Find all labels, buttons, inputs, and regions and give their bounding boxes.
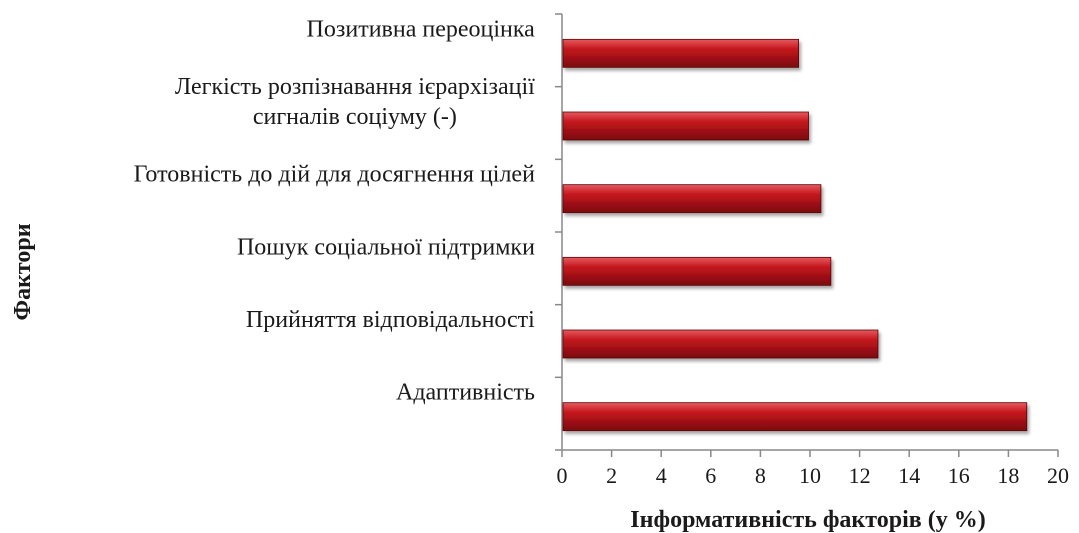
x-tick-label: 6 <box>705 463 716 488</box>
x-tick-label: 2 <box>606 463 617 488</box>
x-tick-label: 0 <box>557 463 568 488</box>
x-tick-label: 18 <box>997 463 1019 488</box>
category-label: Адаптивність <box>396 380 535 406</box>
bar <box>562 38 800 68</box>
x-tick-label: 14 <box>898 463 920 488</box>
x-tick-label: 4 <box>656 463 667 488</box>
category-label: Прийняття відповідальності <box>246 307 535 333</box>
x-tick-label: 20 <box>1047 463 1069 488</box>
x-tick-label: 10 <box>799 463 821 488</box>
category-label: Пошук соціальної підтримки <box>237 234 535 260</box>
bar <box>562 111 809 141</box>
x-tick-label: 12 <box>849 463 871 488</box>
y-axis-title: Фактори <box>10 223 36 320</box>
bar <box>562 256 832 286</box>
bar <box>562 329 879 359</box>
category-label: Готовність до дій для досягнення цілей <box>134 162 535 188</box>
category-label: Позитивна переоцінка <box>307 16 536 42</box>
x-axis-title: Інформативність факторів (у %) <box>630 507 985 533</box>
x-tick-label: 16 <box>948 463 970 488</box>
bar <box>562 402 1028 432</box>
category-label: Легкість розпізнавання ієрархізації сигна… <box>175 74 535 130</box>
x-tick-label: 8 <box>755 463 766 488</box>
bar <box>562 184 822 214</box>
